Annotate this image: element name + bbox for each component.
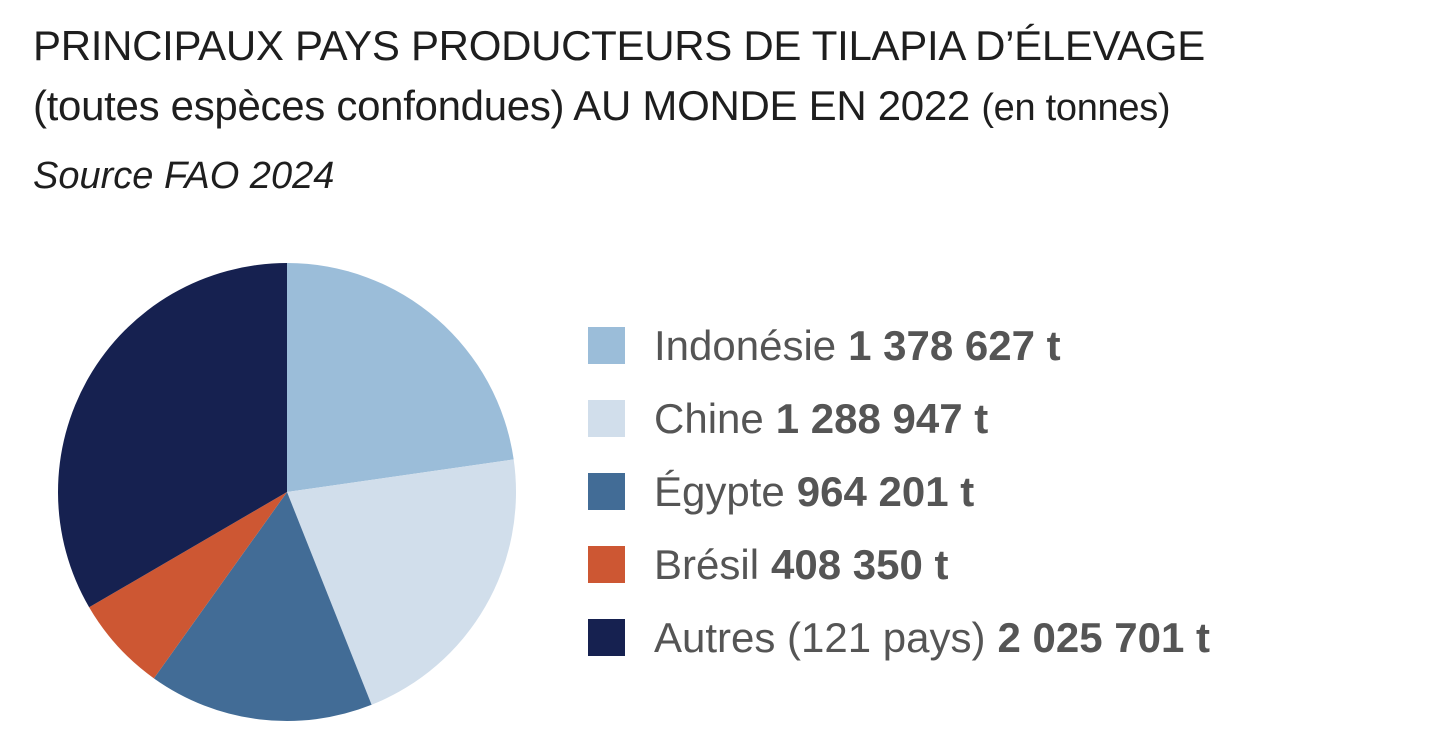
legend-swatch bbox=[588, 327, 625, 364]
pie-slice-chine bbox=[287, 459, 516, 705]
legend-swatch bbox=[588, 619, 625, 656]
chart-title-line1: PRINCIPAUX PAYS PRODUCTEURS DE TILAPIA D… bbox=[33, 22, 1206, 69]
legend-value: 1 288 947 t bbox=[775, 394, 989, 442]
legend-item-bresil: Brésil 408 350 t bbox=[588, 528, 1210, 601]
legend-value: 1 378 627 t bbox=[848, 321, 1061, 369]
chart-title-line2: (toutes espèces confondues) AU MONDE EN … bbox=[33, 82, 970, 129]
legend-swatch bbox=[588, 400, 625, 437]
legend-label: Indonésie bbox=[654, 321, 837, 369]
pie-slice-egypte bbox=[153, 492, 372, 721]
legend-label: Brésil bbox=[654, 540, 760, 588]
chart-source: Source FAO 2024 bbox=[33, 155, 335, 197]
legend-item-chine: Chine 1 288 947 t bbox=[588, 382, 1210, 455]
legend-label: Autres (121 pays) bbox=[654, 613, 986, 661]
pie-slice-indonesie bbox=[287, 263, 514, 492]
chart-legend: Indonésie 1 378 627 t Chine 1 288 947 t … bbox=[588, 309, 1210, 674]
legend-item-indonesie: Indonésie 1 378 627 t bbox=[588, 309, 1210, 382]
legend-label: Chine bbox=[654, 394, 764, 442]
legend-label: Égypte bbox=[654, 467, 785, 515]
chart-title: PRINCIPAUX PAYS PRODUCTEURS DE TILAPIA D… bbox=[33, 16, 1433, 138]
legend-value: 408 350 t bbox=[771, 540, 949, 588]
legend-item-autres: Autres (121 pays) 2 025 701 t bbox=[588, 601, 1210, 674]
legend-value: 2 025 701 t bbox=[997, 613, 1211, 661]
pie-chart bbox=[58, 263, 516, 721]
legend-value: 964 201 t bbox=[796, 467, 975, 515]
legend-swatch bbox=[588, 473, 625, 510]
legend-item-egypte: Égypte 964 201 t bbox=[588, 455, 1210, 528]
pie-slice-bresil bbox=[89, 492, 287, 679]
legend-swatch bbox=[588, 546, 625, 583]
pie-slice-autres-121-pays bbox=[58, 263, 288, 608]
chart-title-unit: (en tonnes) bbox=[981, 87, 1171, 129]
